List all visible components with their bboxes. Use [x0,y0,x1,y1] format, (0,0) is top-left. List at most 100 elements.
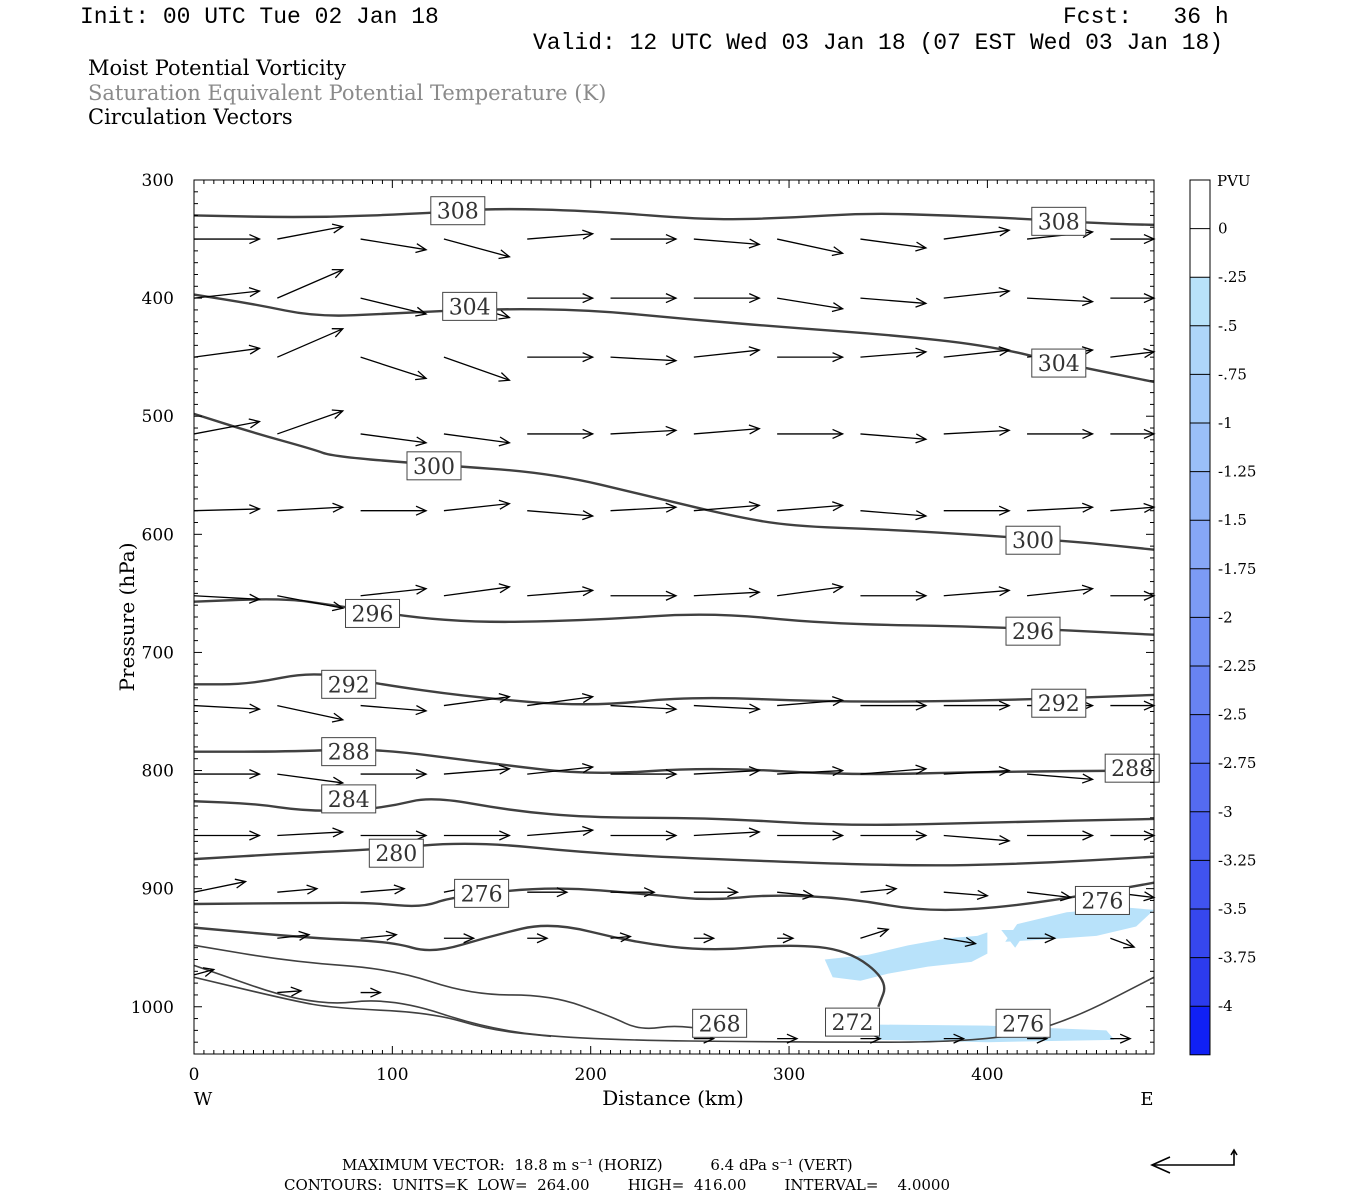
contour-line-280 [193,842,1155,867]
circulation-vector [1027,933,1057,944]
circulation-vector [1110,1033,1132,1044]
svg-text:288: 288 [1111,757,1153,782]
circulation-vector [193,287,262,299]
title-theta-es: Saturation Equivalent Potential Temperat… [88,81,607,105]
circulation-vector [860,510,928,521]
circulation-vector [277,704,345,723]
contour-line-288 [194,748,1155,776]
circulation-vector [943,346,1011,358]
circulation-vector [1110,937,1136,949]
circulation-vector [860,433,928,444]
contour-label: 304 [1031,348,1087,378]
circulation-vector [777,428,845,440]
circulation-vector [194,830,262,841]
x-end-label-west: W [194,1089,213,1110]
contour-label: 276 [454,878,510,908]
x-axis-label: Distance (km) [602,1086,744,1110]
colorbar-swatch [1190,180,1210,229]
circulation-vector [610,425,678,436]
circulation-vector [277,884,319,895]
contour-line-276 [193,881,1155,912]
svg-text:276: 276 [1002,1012,1044,1037]
contour-label: 296 [1005,616,1061,646]
circulation-vector [443,499,511,512]
circulation-vector [610,703,678,714]
x-tick-label: 400 [971,1065,1003,1085]
title-circulation-vectors: Circulation Vectors [88,105,293,129]
circulation-vector [1027,830,1095,841]
contour-label: 268 [692,1008,748,1038]
colorbar-swatch [1190,277,1210,326]
y-tick-label: 500 [142,407,174,427]
circulation-vector [777,830,845,841]
contour-label: 292 [321,669,377,699]
y-axis-label: Pressure (hPa) [115,543,139,692]
circulation-vector [277,328,345,358]
circulation-vector [693,346,761,358]
colorbar-level-label: -1 [1218,414,1233,432]
circulation-vector [1026,584,1095,597]
circulation-vector [527,428,595,440]
circulation-vector [943,700,1011,711]
circulation-vector [693,887,740,898]
svg-text:292: 292 [328,673,370,698]
circulation-vector [1027,296,1095,307]
x-tick-label: 0 [189,1065,200,1085]
circulation-vector [277,827,345,838]
svg-text:272: 272 [832,1011,874,1036]
colorbar-swatch [1190,423,1210,472]
contour-label: 284 [321,784,377,814]
init-time: Init: 00 UTC Tue 02 Jan 18 [80,4,439,30]
circulation-vector [527,693,595,707]
circulation-vector [943,936,978,947]
circulation-vector [860,764,928,775]
circulation-vector [610,355,678,366]
circulation-vector [527,763,595,775]
circulation-vector [610,590,678,601]
svg-text:304: 304 [1038,352,1080,377]
contour-line-272 [193,924,886,1008]
colorbar-level-label: -3.75 [1218,949,1256,967]
circulation-vector [193,967,216,977]
circulation-vector [360,297,428,317]
circulation-vector [360,830,428,841]
x-tick-label: 300 [773,1065,805,1085]
circulation-vector [1027,428,1095,440]
x-end-label-east: E [1140,1089,1153,1110]
circulation-vector [193,418,262,435]
circulation-vector [777,1033,799,1044]
circulation-vector [693,703,761,714]
colorbar-swatch [1190,568,1210,618]
colorbar-level-label: -3.25 [1218,851,1256,869]
circulation-vector [777,297,845,313]
axes-layer: 300 400 500 600 700 800 900 1000 0 100 200 300 400 [131,171,1155,1085]
circulation-vector [193,504,262,515]
colorbar-level-label: -.75 [1218,365,1247,383]
circulation-vector [943,834,1011,846]
circulation-vector [1026,891,1073,902]
circulation-vector [360,433,428,447]
title-mpv: Moist Potential Vorticity [88,56,346,80]
circulation-vector [777,352,845,363]
colorbar-swatch [1190,714,1210,764]
circulation-vector [277,268,345,299]
svg-text:280: 280 [375,842,417,867]
circulation-vector [943,505,1011,516]
colorbar-level-label: -2 [1218,608,1233,626]
circulation-vector [277,223,345,240]
circulation-vector [194,769,262,780]
circulation-vector [527,586,595,597]
y-tick-label: 700 [142,643,174,663]
circulation-vector [360,769,428,780]
svg-text:308: 308 [437,200,479,225]
circulation-vector [443,764,511,775]
circulation-vector [360,704,428,716]
circulation-vector [443,238,511,260]
circulation-vector [443,356,511,382]
circulation-vector [777,889,815,900]
colorbar-swatch [1190,957,1210,1007]
colorbar-title: PVU [1217,172,1251,190]
svg-text:296: 296 [1012,620,1054,645]
y-tick-label: 1000 [131,998,174,1018]
circulation-vector [860,700,928,711]
